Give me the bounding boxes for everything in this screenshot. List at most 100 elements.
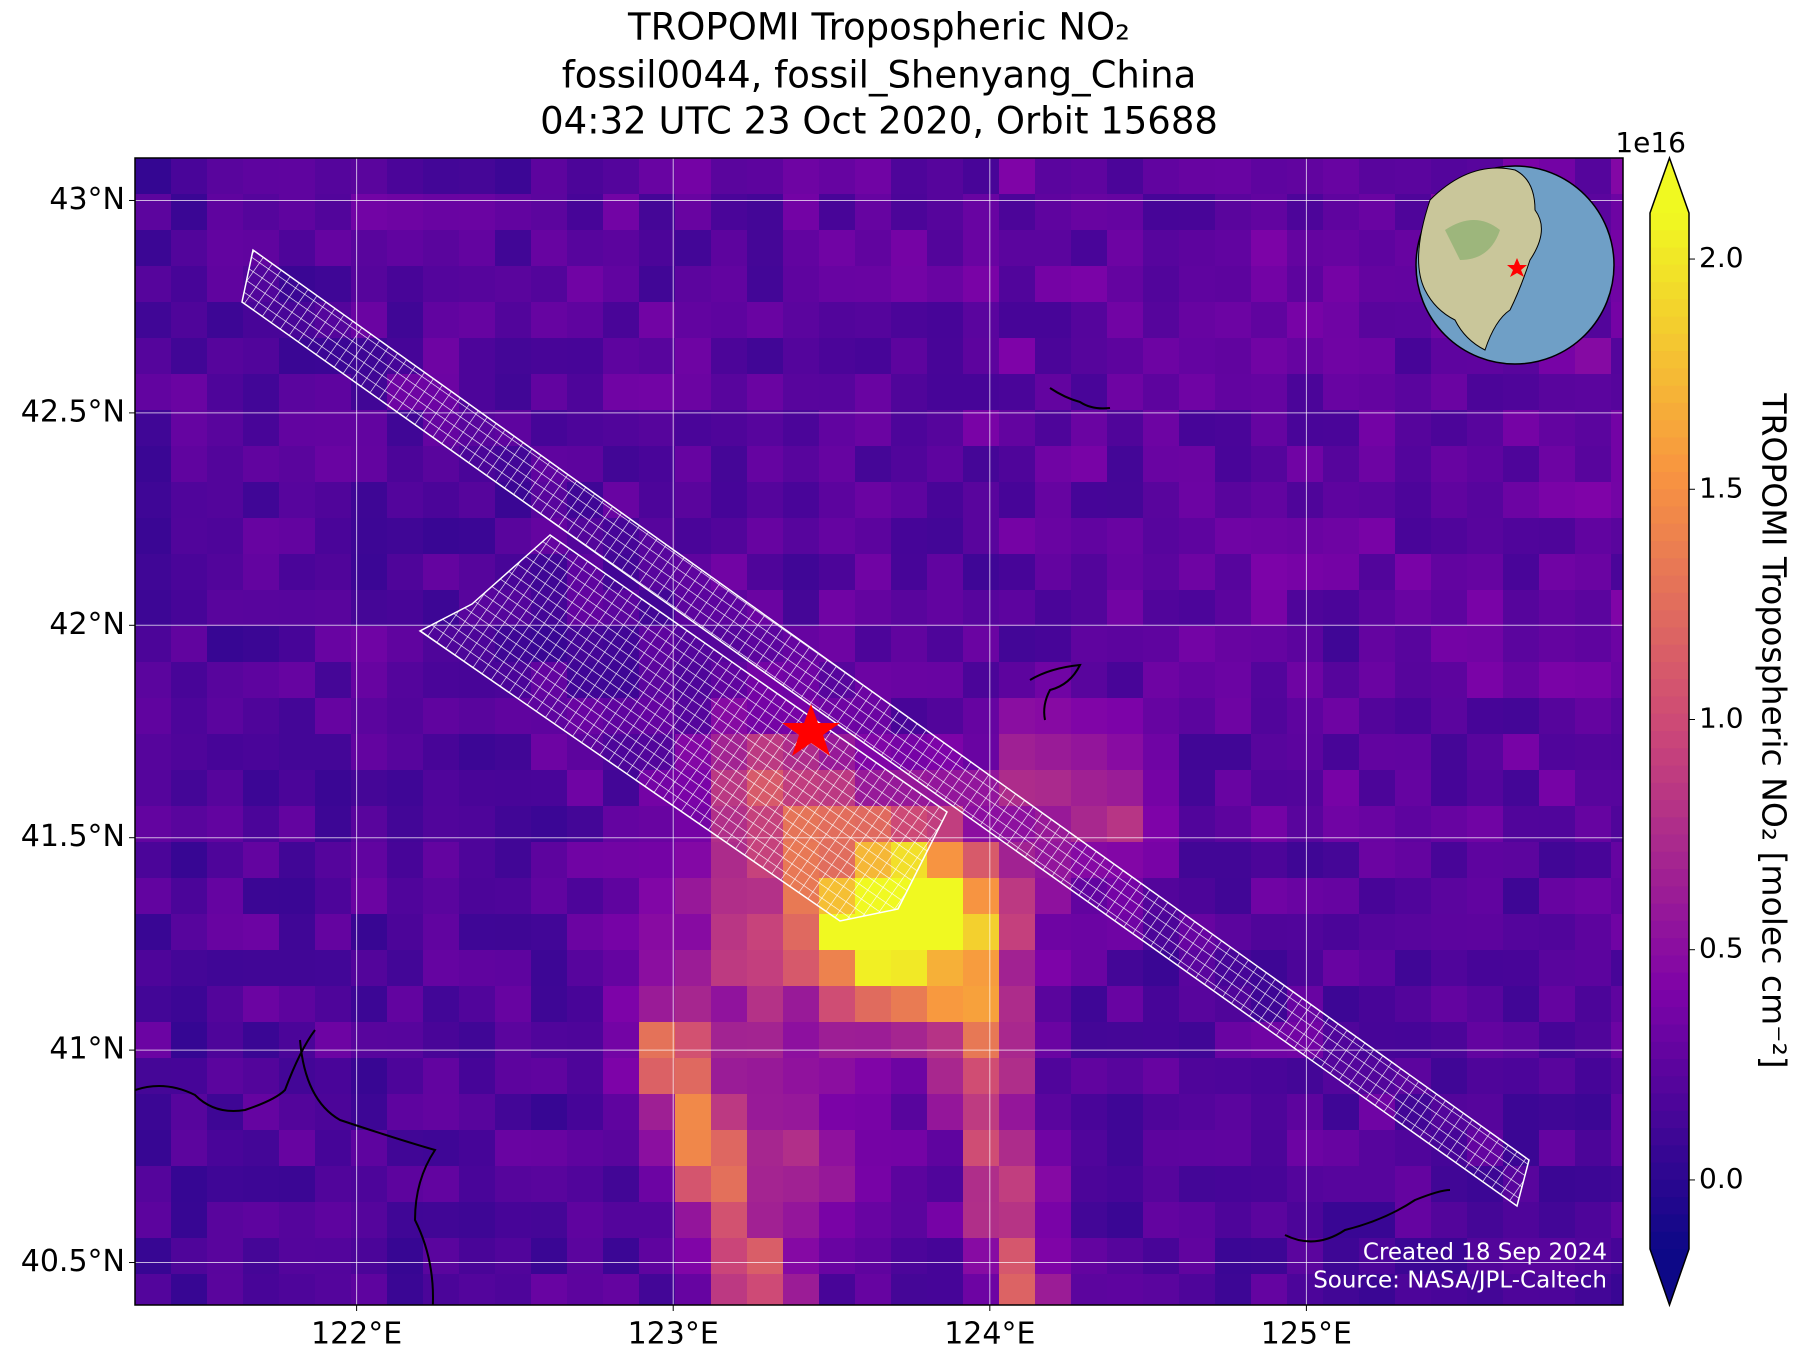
heat-cell xyxy=(531,1022,568,1059)
heat-cell xyxy=(963,410,1000,447)
heat-cell xyxy=(1071,698,1108,735)
heat-cell xyxy=(171,734,208,771)
heat-cell xyxy=(315,770,352,807)
heat-cell xyxy=(423,698,460,735)
heat-cell xyxy=(639,1238,676,1275)
heat-cell xyxy=(387,626,424,663)
heat-cell xyxy=(819,1274,856,1305)
heat-cell xyxy=(1323,518,1360,555)
heat-cell xyxy=(963,1130,1000,1167)
heat-cell xyxy=(1215,1202,1252,1239)
heat-cell xyxy=(135,1202,172,1239)
colorbar-extend xyxy=(1650,158,1689,213)
colorbar-step xyxy=(1650,938,1689,957)
heat-cell xyxy=(1431,770,1468,807)
heat-cell xyxy=(171,1094,208,1131)
heat-cell xyxy=(531,1058,568,1095)
heat-cell xyxy=(1467,1238,1504,1275)
heat-cell xyxy=(315,1202,352,1239)
heat-cell xyxy=(783,1130,820,1167)
heat-cell xyxy=(1359,950,1396,987)
heat-cell xyxy=(351,626,388,663)
heat-cell xyxy=(315,482,352,519)
heat-cell xyxy=(1215,158,1252,195)
colorbar-step xyxy=(1650,472,1689,491)
heat-cell xyxy=(1035,1274,1072,1305)
heat-cell xyxy=(927,518,964,555)
heat-cell xyxy=(855,1238,892,1275)
heat-cell xyxy=(567,266,604,303)
heat-cell xyxy=(1107,770,1144,807)
heat-cell xyxy=(135,518,172,555)
heat-cell xyxy=(135,770,172,807)
heat-cell xyxy=(1287,842,1324,879)
heat-cell xyxy=(999,374,1036,411)
heat-cell xyxy=(819,1058,856,1095)
heat-cell xyxy=(1503,1274,1540,1305)
heat-cell xyxy=(1359,410,1396,447)
heat-cell xyxy=(531,1094,568,1131)
heat-cell xyxy=(1251,518,1288,555)
heat-cell xyxy=(1071,662,1108,699)
heat-cell xyxy=(1071,734,1108,771)
heat-cell xyxy=(891,266,928,303)
heat-cell xyxy=(999,698,1036,735)
heat-cell xyxy=(1179,230,1216,267)
heat-cell xyxy=(1539,1274,1576,1305)
y-tick-label: 40.5°N xyxy=(21,1244,125,1279)
heat-cell xyxy=(1287,554,1324,591)
heat-cell xyxy=(351,914,388,951)
heat-cell xyxy=(675,1094,712,1131)
heat-cell xyxy=(603,1058,640,1095)
heat-cell xyxy=(243,410,280,447)
heat-cell xyxy=(1323,1094,1360,1131)
heat-cell xyxy=(1143,158,1180,195)
heat-cell xyxy=(603,842,640,879)
heat-cell xyxy=(1071,590,1108,627)
heat-cell xyxy=(603,806,640,843)
plot-frame xyxy=(134,157,1624,1306)
colorbar-tick-label: 1.5 xyxy=(1699,471,1744,504)
heat-cell xyxy=(495,1274,532,1305)
heat-cell xyxy=(891,1058,928,1095)
heat-cell xyxy=(999,482,1036,519)
heat-cell xyxy=(675,914,712,951)
heat-cell xyxy=(675,266,712,303)
heat-cell xyxy=(1539,1202,1576,1239)
heat-cell xyxy=(1467,590,1504,627)
heat-cell xyxy=(1611,1202,1623,1239)
heat-cell xyxy=(1215,1130,1252,1167)
heat-cell xyxy=(387,1274,424,1305)
coastline xyxy=(1049,387,1111,410)
heat-cell xyxy=(351,158,388,195)
heat-cell xyxy=(783,914,820,951)
heat-cell xyxy=(279,986,316,1023)
colorbar-step xyxy=(1650,748,1689,767)
colorbar-extend xyxy=(1650,1249,1689,1305)
heat-cell xyxy=(207,194,244,231)
heat-cell xyxy=(1323,698,1360,735)
globe-marker xyxy=(1507,258,1527,277)
heat-cell xyxy=(1323,194,1360,231)
heat-cell xyxy=(819,1202,856,1239)
heat-cell xyxy=(279,770,316,807)
colorbar-step xyxy=(1650,316,1689,335)
heat-cell xyxy=(243,986,280,1023)
heat-cell xyxy=(639,338,676,375)
colorbar-step xyxy=(1650,1110,1689,1130)
heat-cell xyxy=(1431,410,1468,447)
heat-cell xyxy=(495,374,532,411)
heat-cell xyxy=(495,230,532,267)
heat-cell xyxy=(207,1058,244,1095)
heat-cell xyxy=(1539,482,1576,519)
heat-cell xyxy=(171,986,208,1023)
heat-cell xyxy=(1287,1274,1324,1305)
heat-cell xyxy=(747,1094,784,1131)
heat-cell xyxy=(603,878,640,915)
heat-cell xyxy=(1035,158,1072,195)
heat-cell xyxy=(783,446,820,483)
heat-cell xyxy=(675,230,712,267)
heat-cell xyxy=(603,338,640,375)
heat-cell xyxy=(1431,914,1468,951)
heat-cell xyxy=(387,446,424,483)
